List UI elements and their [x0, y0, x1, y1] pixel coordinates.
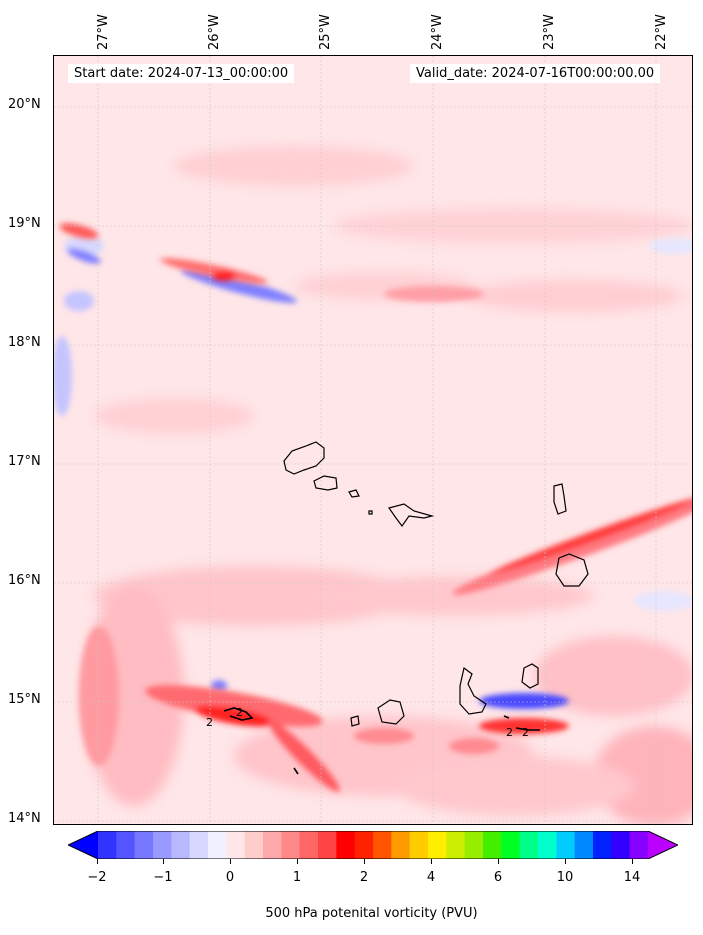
colorbar-segment	[611, 831, 631, 859]
colorbar-segment	[116, 831, 136, 859]
start-date-label: Start date: 2024-07-13_00:00:00	[68, 64, 295, 83]
colorbar-segment	[428, 831, 447, 859]
colorbar-segment	[593, 831, 612, 859]
cb-tickmark	[97, 859, 98, 864]
colorbar-segment	[263, 831, 282, 859]
island-boa-vista	[555, 553, 589, 587]
cb-tickmark	[565, 859, 566, 864]
colorbar-segment	[391, 831, 411, 859]
colorbar-arrow-high	[648, 831, 678, 859]
lat-label-20n: 20°N	[8, 97, 41, 112]
colorbar-segment	[98, 831, 117, 859]
lon-label-24w: 24°W	[430, 14, 445, 50]
pv-contour-labels: 2 2 2 2	[206, 706, 529, 739]
island-brava	[350, 715, 360, 727]
cb-tick-label: 10	[556, 870, 574, 885]
island-santa-luzia	[348, 489, 360, 498]
pv-field-map: 2 2 2 2	[54, 56, 692, 824]
cb-tickmark	[297, 859, 298, 864]
colorbar-segment	[446, 831, 466, 859]
colorbar-segment	[574, 831, 594, 859]
graticule	[54, 56, 692, 824]
colorbar-segment	[226, 831, 246, 859]
lon-label-23w: 23°W	[542, 14, 557, 50]
lat-label-15n: 15°N	[8, 692, 41, 707]
colorbar-segment	[538, 831, 557, 859]
colorbar-segment	[189, 831, 209, 859]
lon-label-27w: 27°W	[96, 14, 111, 50]
colorbar-segment	[208, 831, 227, 859]
lat-label-14n: 14°N	[8, 811, 41, 826]
island-maio	[521, 663, 539, 689]
colorbar-segment	[354, 831, 374, 859]
colorbar-segment	[519, 831, 539, 859]
cb-tickmark	[431, 859, 432, 864]
cb-tick-label: −2	[87, 870, 107, 885]
lat-label-18n: 18°N	[8, 335, 41, 350]
colorbar-segment	[629, 831, 649, 859]
lon-label-22w: 22°W	[654, 14, 669, 50]
valid-date-label: Valid_date: 2024-07-16T00:00:00.00	[410, 64, 661, 83]
cb-tickmark	[632, 859, 633, 864]
colorbar-segment	[153, 831, 172, 859]
svg-text:2: 2	[206, 716, 213, 729]
colorbar-segment	[171, 831, 191, 859]
cb-tick-label: 14	[623, 870, 641, 885]
lat-label-19n: 19°N	[8, 216, 41, 231]
coastlines	[283, 441, 589, 727]
pv-contour-lines	[223, 707, 540, 775]
pv-low-contours	[54, 236, 692, 709]
colorbar-label: 500 hPa potenital vorticity (PVU)	[265, 906, 478, 921]
cb-tick-label: −1	[153, 870, 173, 885]
colorbar-arrow-low	[68, 831, 98, 859]
colorbar-segment	[501, 831, 521, 859]
pv-high-contours	[59, 223, 692, 792]
colorbar-segment	[483, 831, 502, 859]
pv-light-contours	[84, 146, 692, 824]
cb-tickmark	[230, 859, 231, 864]
colorbar-segment	[318, 831, 337, 859]
colorbar-segment	[281, 831, 301, 859]
colorbar-segment	[556, 831, 576, 859]
island-raso	[368, 510, 373, 515]
colorbar	[68, 831, 678, 859]
island-santo-antao	[283, 441, 325, 475]
island-fogo	[377, 699, 405, 725]
colorbar-segment	[299, 831, 319, 859]
island-sal	[553, 483, 567, 515]
cb-tick-label: 2	[359, 870, 369, 885]
cb-tickmark	[498, 859, 499, 864]
cb-tick-label: 6	[493, 870, 503, 885]
lat-label-17n: 17°N	[8, 454, 41, 469]
island-santiago	[459, 666, 487, 715]
colorbar-segment	[464, 831, 484, 859]
lat-label-16n: 16°N	[8, 573, 41, 588]
svg-text:2: 2	[236, 706, 243, 719]
cb-tick-label: 1	[292, 870, 302, 885]
lon-label-26w: 26°W	[207, 14, 222, 50]
colorbar-segment	[336, 831, 356, 859]
svg-text:2: 2	[506, 726, 513, 739]
cb-tickmark	[163, 859, 164, 864]
cb-tick-label: 4	[426, 870, 436, 885]
colorbar-segment	[244, 831, 264, 859]
map-panel: 2 2 2 2 Start date: 2024-07-13_00:00:00 …	[53, 55, 693, 825]
lon-label-25w: 25°W	[318, 14, 333, 50]
colorbar-segment	[373, 831, 392, 859]
cb-tickmark	[364, 859, 365, 864]
colorbar-segment	[409, 831, 429, 859]
island-sao-nicolau	[388, 503, 435, 528]
colorbar-segment	[134, 831, 154, 859]
svg-text:2: 2	[522, 726, 529, 739]
island-sao-vicente	[313, 475, 338, 491]
cb-tick-label: 0	[225, 870, 235, 885]
